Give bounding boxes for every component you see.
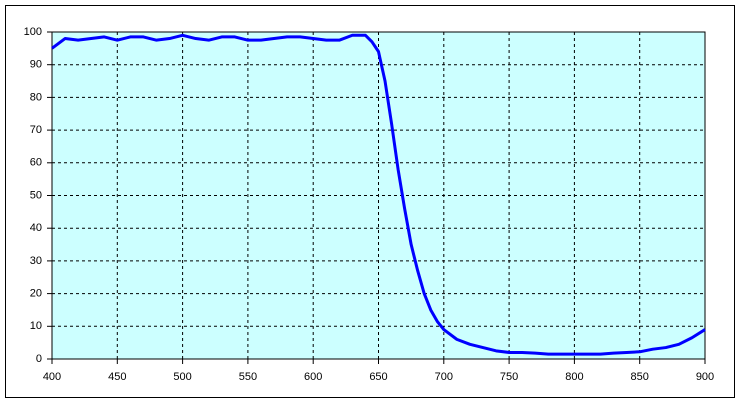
x-tick-label: 450 (108, 371, 126, 383)
x-tick-label: 600 (304, 371, 322, 383)
x-tick-label: 550 (239, 371, 257, 383)
y-tick-label: 30 (30, 255, 42, 267)
x-tick-label: 700 (435, 371, 453, 383)
x-tick-label: 800 (565, 371, 583, 383)
y-tick-label: 20 (30, 288, 42, 300)
plot-border (51, 31, 706, 360)
y-tick-label: 40 (30, 222, 42, 234)
x-tick-label: 650 (369, 371, 387, 383)
y-tick-label: 10 (30, 320, 42, 332)
y-tick-label: 80 (30, 91, 42, 103)
y-tick-label: 100 (24, 26, 42, 38)
x-tick-label: 850 (631, 371, 649, 383)
y-tick-label: 90 (30, 59, 42, 71)
x-tick-label: 750 (500, 371, 518, 383)
x-tick-label: 400 (43, 371, 61, 383)
data-line (51, 33, 706, 356)
y-tick-label: 60 (30, 157, 42, 169)
y-tick-label: 0 (36, 353, 42, 365)
y-tick-label: 70 (30, 124, 42, 136)
x-tick-label: 900 (696, 371, 714, 383)
x-tick-label: 500 (173, 371, 191, 383)
y-tick-label: 50 (30, 189, 42, 201)
